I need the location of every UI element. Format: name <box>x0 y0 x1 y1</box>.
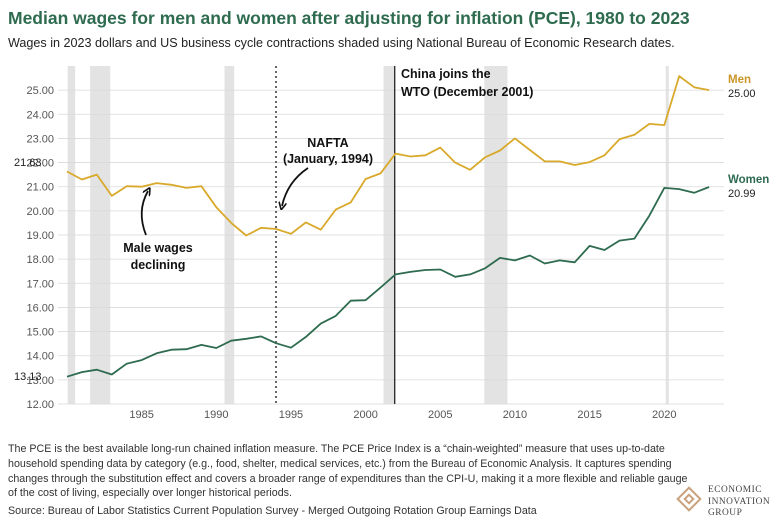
nafta-annotation-line1: NAFTA <box>307 136 348 150</box>
gridlines <box>58 89 724 405</box>
men-series-label: Men <box>728 74 751 86</box>
male-wages-arrow <box>140 191 148 236</box>
y-tick-label: 22.00 <box>26 158 54 170</box>
series-lines <box>66 75 710 378</box>
women-series-line <box>66 186 710 378</box>
source-note: Source: Bureau of Labor Statistics Curre… <box>8 505 537 517</box>
y-tick-label: 16.00 <box>26 302 54 314</box>
eig-logo: ECONOMIC INNOVATION GROUP <box>676 485 778 521</box>
men-start-value: 21.63 <box>14 157 42 169</box>
x-tick-label: 1995 <box>279 409 303 421</box>
logo-text: ECONOMIC INNOVATION GROUP <box>708 485 770 520</box>
y-tick-label: 25.00 <box>26 85 54 97</box>
nafta-annotation-line2: (January, 1994) <box>283 152 373 166</box>
women-end-value: 20.99 <box>728 188 756 200</box>
women-start-value: 13.13 <box>14 371 42 383</box>
male-wages-annotation-line2: declining <box>131 258 186 272</box>
chart-subtitle: Wages in 2023 dollars and US business cy… <box>8 36 675 50</box>
x-tick-label: 2005 <box>428 409 452 421</box>
logo-line3: GROUP <box>708 508 743 518</box>
wto-annotation-line1: China joins the <box>401 67 491 81</box>
male-wages-annotation-line1: Male wages <box>123 241 193 255</box>
x-tick-label: 1985 <box>129 409 153 421</box>
men-end-value: 25.00 <box>728 88 756 100</box>
x-tick-label: 1990 <box>204 409 228 421</box>
methodology-note: The PCE is the best available long-run c… <box>8 443 688 500</box>
x-tick-label: 2020 <box>652 409 676 421</box>
wto-annotation-line2: WTO (December 2001) <box>401 85 533 99</box>
chart-title: Median wages for men and women after adj… <box>8 8 690 28</box>
y-tick-label: 18.00 <box>26 254 54 266</box>
wage-chart: 12.00 13.00 14.00 15.00 16.00 17.00 18.00 19.00… <box>14 66 769 421</box>
x-tick-label: 2010 <box>503 409 527 421</box>
annotations: China joins the WTO (December 2001) NAFT… <box>123 67 533 272</box>
logo-line2: INNOVATION <box>708 496 771 507</box>
event-lines <box>275 66 396 404</box>
y-tick-label: 24.00 <box>26 109 54 121</box>
y-tick-label: 20.00 <box>26 206 54 218</box>
axes: 12.00 13.00 14.00 15.00 16.00 17.00 18.00 19.00… <box>26 85 676 421</box>
nafta-arrow <box>282 167 309 206</box>
y-tick-label: 19.00 <box>26 230 54 242</box>
y-tick-label: 23.00 <box>26 133 54 145</box>
y-tick-label: 14.00 <box>26 351 54 363</box>
men-series-line <box>66 75 710 237</box>
y-tick-label: 13.00 <box>26 375 54 387</box>
logo-line1: ECONOMIC <box>708 485 763 495</box>
y-tick-label: 15.00 <box>26 327 54 339</box>
y-tick-label: 17.00 <box>26 278 54 290</box>
x-tick-label: 2015 <box>577 409 601 421</box>
series-labels: Men 25.00 Women 20.99 21.63 13.13 <box>14 74 769 383</box>
y-tick-label: 12.00 <box>26 399 54 411</box>
x-tick-label: 2000 <box>353 409 377 421</box>
women-series-label: Women <box>728 174 769 186</box>
y-tick-label: 21.00 <box>26 182 54 194</box>
